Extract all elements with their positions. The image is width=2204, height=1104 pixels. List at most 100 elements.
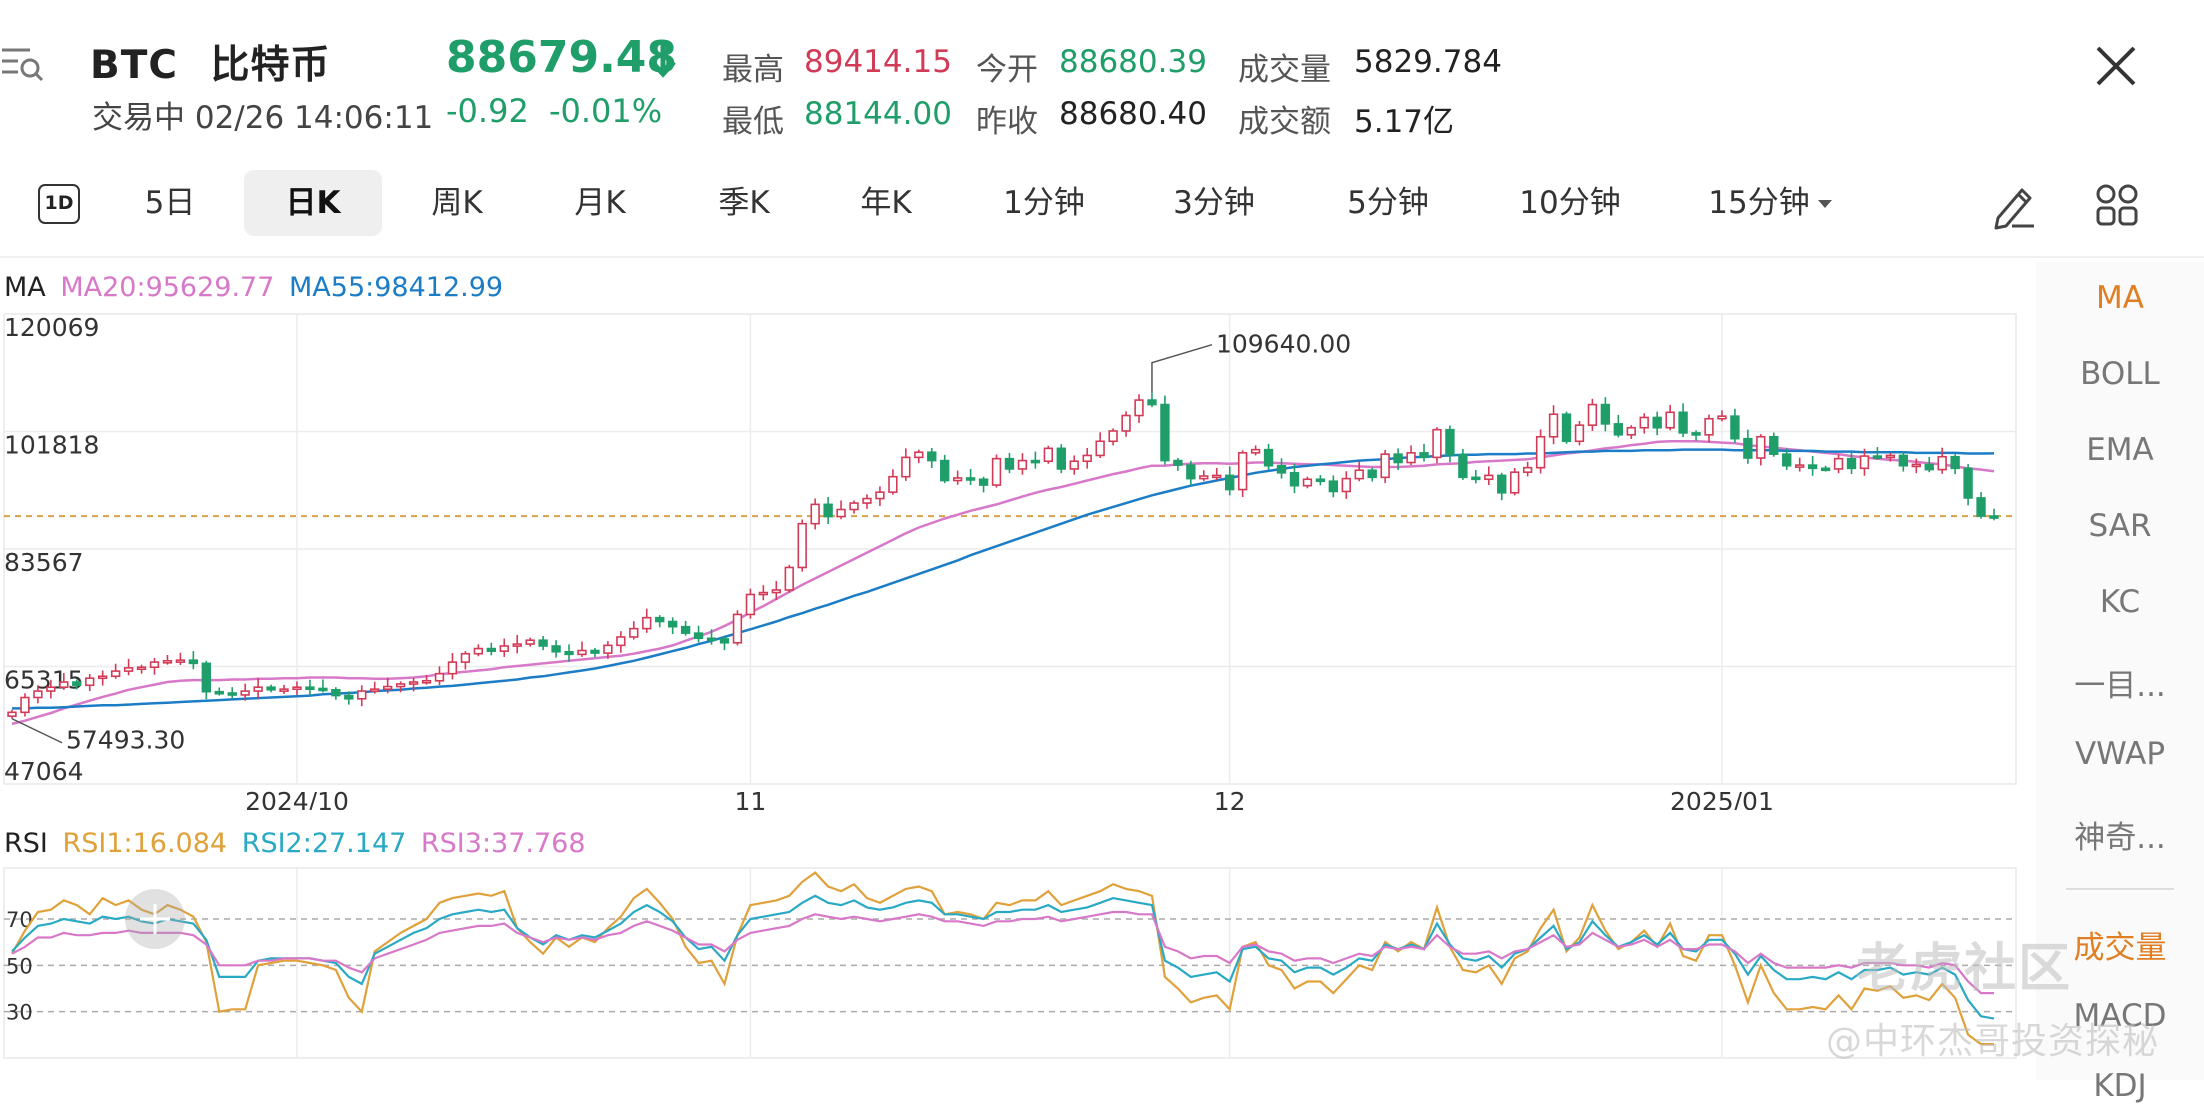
author-watermark: @中环杰哥投资探秘 xyxy=(1826,1021,2160,1062)
indicator-kc[interactable]: KC xyxy=(2099,584,2141,620)
candle-body xyxy=(642,616,652,630)
candle-body xyxy=(991,457,1002,486)
candle-body xyxy=(344,694,354,700)
candle-body xyxy=(629,627,639,638)
candle-body xyxy=(266,686,276,691)
candle-body xyxy=(1898,454,1909,467)
tab-yearly-k[interactable]: 年K xyxy=(860,185,912,221)
tab-5d[interactable]: 5日 xyxy=(144,185,196,221)
candle-body xyxy=(590,649,600,654)
close-icon[interactable] xyxy=(2086,36,2146,96)
candle-body xyxy=(434,672,445,682)
candle-body xyxy=(1432,428,1442,459)
candle-body xyxy=(279,688,289,692)
candle-body xyxy=(357,690,367,700)
indicator-volume[interactable]: 成交量 xyxy=(2073,930,2167,966)
x-tick-label: 12 xyxy=(1214,787,1246,810)
high-annotation-leader xyxy=(1151,343,1213,393)
candle-body xyxy=(1134,399,1144,417)
indicator-macd[interactable]: MACD xyxy=(2073,998,2167,1034)
indicator-sar[interactable]: SAR xyxy=(2088,508,2152,544)
header-divider xyxy=(0,256,2204,258)
rsi-tick-label: 50 xyxy=(6,954,33,978)
candle-body xyxy=(784,566,794,591)
candle-body xyxy=(240,690,250,696)
rsi-tick-label: 70 xyxy=(6,908,33,932)
tab-weekly-k[interactable]: 周K xyxy=(431,185,483,221)
candle-body xyxy=(1160,403,1170,462)
candle-body xyxy=(382,685,393,690)
candle-body xyxy=(188,659,199,665)
indicator-ema[interactable]: EMA xyxy=(2086,432,2154,468)
indicator-vwap[interactable]: VWAP xyxy=(2074,736,2166,772)
high-value: 89414.15 xyxy=(804,44,952,80)
tab-daily-k[interactable]: 日K xyxy=(244,170,382,236)
candle-body xyxy=(1626,426,1636,436)
rsi3-line xyxy=(11,910,1994,995)
tab-monthly-k[interactable]: 月K xyxy=(574,185,626,221)
tab-1min[interactable]: 1分钟 xyxy=(1003,185,1085,221)
candle-body xyxy=(1911,463,1921,468)
candle-body xyxy=(1600,403,1611,425)
candle-body xyxy=(1704,417,1714,436)
indicator-ichimoku[interactable]: 一目... xyxy=(2074,668,2166,704)
volume-label: 成交量 xyxy=(1238,52,1331,88)
candle-body xyxy=(1795,464,1805,468)
crosshair-toggle-icon[interactable] xyxy=(124,888,186,950)
rsi-tick-label: 30 xyxy=(6,1001,33,1025)
candle-body xyxy=(1872,455,1883,459)
tab-5min[interactable]: 5分钟 xyxy=(1347,185,1429,221)
tab-1d-icon[interactable]: 1D xyxy=(38,184,80,224)
candle-body xyxy=(1471,476,1481,481)
arrow-down-icon xyxy=(650,44,676,78)
grid-layout-icon[interactable] xyxy=(2094,182,2140,228)
rsi-chart[interactable]: 70 50 30 xyxy=(0,866,2030,1060)
candle-body xyxy=(1302,478,1313,487)
candlestick-chart[interactable]: 120069 101818 83567 65315 47064 2024/10 11 12 20… xyxy=(0,310,2030,810)
candle-body xyxy=(1950,455,1960,470)
trading-status: 交易中 02/26 14:06:11 xyxy=(92,100,434,136)
indicator-boll[interactable]: BOLL xyxy=(2080,356,2160,392)
candle-body xyxy=(460,652,471,663)
tab-10min[interactable]: 10分钟 xyxy=(1519,185,1621,221)
candle-body xyxy=(1212,474,1222,479)
candle-body xyxy=(732,613,743,644)
rsi1-line xyxy=(11,871,1994,1046)
rsi3-legend: RSI3:37.768 xyxy=(420,828,586,859)
y-tick-label: 47064 xyxy=(4,757,84,786)
candle-body xyxy=(1237,452,1248,491)
candle-body xyxy=(680,625,691,634)
candle-body xyxy=(1445,428,1455,456)
pencil-draw-icon[interactable] xyxy=(1988,180,2038,230)
candle-body xyxy=(1743,437,1753,459)
candle-body xyxy=(525,639,535,645)
ma-legend: MA MA20:95629.77 MA55:98412.99 xyxy=(4,272,503,303)
candle-body xyxy=(1548,413,1559,438)
tab-3min[interactable]: 3分钟 xyxy=(1173,185,1255,221)
candle-body xyxy=(33,690,43,699)
prev-close-value: 88680.40 xyxy=(1059,96,1207,132)
candle-body xyxy=(421,679,432,684)
tab-15min[interactable]: 15分钟 xyxy=(1708,185,1810,221)
candle-body xyxy=(72,681,82,687)
low-annotation-label: 57493.30 xyxy=(66,726,185,755)
candle-body xyxy=(914,451,924,459)
tab-quarterly-k[interactable]: 季K xyxy=(718,185,770,221)
candle-body xyxy=(1756,435,1766,459)
indicator-magic[interactable]: 神奇... xyxy=(2074,820,2166,856)
caret-down-icon[interactable] xyxy=(1816,198,1834,210)
high-label: 最高 xyxy=(722,52,784,88)
high-annotation-label: 109640.00 xyxy=(1216,330,1351,359)
indicator-kdj[interactable]: KDJ xyxy=(2093,1068,2147,1104)
candle-body xyxy=(1328,480,1339,493)
candle-body xyxy=(551,645,561,653)
rsi-legend: RSI RSI1:16.084 RSI2:27.147 RSI3:37.768 xyxy=(4,828,586,859)
rsi2-legend: RSI2:27.147 xyxy=(241,828,407,859)
candle-body xyxy=(1717,415,1727,420)
prev-close-label: 昨收 xyxy=(976,104,1038,140)
indicator-ma[interactable]: MA xyxy=(2096,280,2144,316)
candle-body xyxy=(1225,474,1235,491)
candle-body xyxy=(875,491,885,500)
sidebar-divider xyxy=(2066,888,2174,890)
menu-search-icon[interactable] xyxy=(0,40,46,86)
